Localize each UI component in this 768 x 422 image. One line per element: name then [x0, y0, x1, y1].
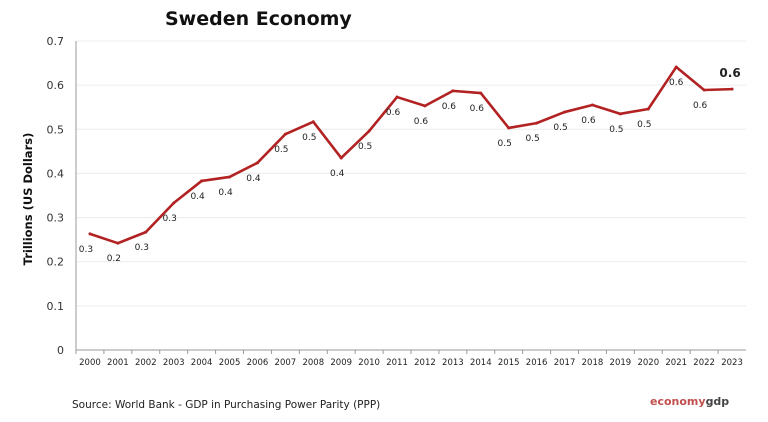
data-label: 0.6 — [442, 102, 457, 112]
source-note: Source: World Bank - GDP in Purchasing P… — [72, 399, 381, 411]
data-point — [451, 89, 455, 93]
logo: economygdp — [650, 395, 730, 408]
data-point — [228, 175, 232, 179]
x-tick-label: 2012 — [414, 358, 436, 368]
data-label: 0.3 — [163, 214, 177, 224]
x-tick-label: 2021 — [665, 358, 687, 368]
data-point — [255, 161, 259, 165]
x-tick-label: 2007 — [275, 358, 297, 368]
data-point — [88, 232, 92, 236]
data-point — [646, 107, 650, 111]
data-label: 0.2 — [107, 254, 121, 264]
data-label: 0.6 — [719, 66, 740, 80]
x-tick-label: 2008 — [302, 358, 324, 368]
data-label: 0.6 — [581, 116, 596, 126]
y-tick-label: 0 — [57, 344, 64, 357]
data-label: 0.3 — [135, 243, 149, 253]
x-tick-label: 2019 — [610, 358, 632, 368]
x-tick-label: 2001 — [107, 358, 129, 368]
data-label: 0.6 — [414, 117, 429, 127]
data-label: 0.3 — [79, 245, 93, 255]
data-label: 0.6 — [693, 101, 708, 111]
data-point — [172, 201, 176, 205]
x-tick-label: 2015 — [498, 358, 520, 368]
y-tick-label: 0.3 — [47, 212, 65, 225]
x-tick-label: 2022 — [693, 358, 715, 368]
x-tick-label: 2011 — [386, 358, 408, 368]
data-label: 0.6 — [386, 108, 401, 118]
y-tick-label: 0.7 — [47, 35, 65, 48]
data-label: 0.5 — [302, 133, 316, 143]
data-label: 0.4 — [330, 169, 345, 179]
x-tick-label: 2023 — [721, 358, 743, 368]
data-point — [200, 179, 204, 183]
data-label: 0.5 — [637, 120, 651, 130]
x-tick-label: 2009 — [330, 358, 352, 368]
data-point — [730, 87, 734, 91]
x-tick-label: 2006 — [247, 358, 269, 368]
x-tick-label: 2013 — [442, 358, 464, 368]
x-tick-label: 2014 — [470, 358, 492, 368]
data-label: 0.6 — [669, 78, 684, 88]
x-tick-label: 2005 — [219, 358, 241, 368]
data-point — [563, 110, 567, 114]
x-tick-label: 2004 — [191, 358, 213, 368]
data-label: 0.4 — [246, 174, 261, 184]
x-tick-label: 2002 — [135, 358, 157, 368]
data-point — [144, 230, 148, 234]
y-tick-label: 0.6 — [47, 79, 65, 92]
data-label: 0.5 — [498, 139, 512, 149]
data-label: 0.5 — [553, 123, 567, 133]
data-point — [339, 156, 343, 160]
data-label: 0.4 — [190, 192, 205, 202]
data-point — [702, 88, 706, 92]
data-label: 0.4 — [218, 188, 233, 198]
data-point — [367, 129, 371, 133]
data-point — [423, 104, 427, 108]
x-tick-label: 2003 — [163, 358, 185, 368]
data-point — [590, 103, 594, 107]
y-tick-label: 0.5 — [47, 123, 65, 136]
data-point — [311, 120, 315, 124]
chart-title: Sweden Economy — [165, 8, 352, 30]
y-tick-label: 0.2 — [47, 256, 65, 269]
data-point — [507, 126, 511, 130]
data-point — [479, 91, 483, 95]
data-point — [674, 65, 678, 69]
series-line — [89, 65, 733, 245]
data-label: 0.5 — [609, 125, 623, 135]
x-tick-label: 2018 — [582, 358, 604, 368]
y-tick-label: 0.4 — [47, 167, 65, 180]
x-tick-label: 2000 — [79, 358, 101, 368]
y-tick-label: 0.1 — [47, 300, 65, 313]
x-tick-label: 2016 — [526, 358, 548, 368]
data-label: 0.6 — [470, 104, 485, 114]
data-label: 0.5 — [274, 145, 288, 155]
data-point — [535, 121, 539, 125]
x-tick-label: 2020 — [637, 358, 659, 368]
data-label: 0.5 — [358, 142, 372, 152]
data-point — [116, 241, 120, 245]
data-point — [618, 112, 622, 116]
x-tick-label: 2017 — [554, 358, 576, 368]
data-label: 0.5 — [525, 134, 539, 144]
data-point — [395, 95, 399, 99]
x-tick-label: 2010 — [358, 358, 380, 368]
data-point — [283, 132, 287, 136]
